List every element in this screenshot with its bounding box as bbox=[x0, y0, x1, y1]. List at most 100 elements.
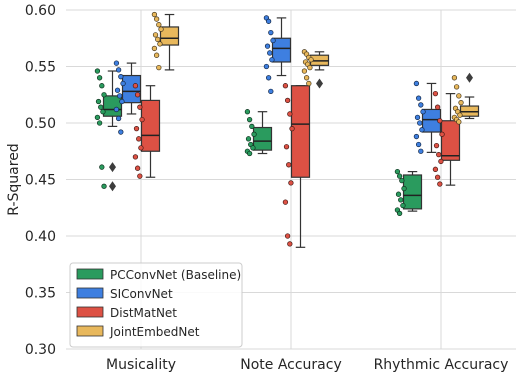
box-distmatnet-0 bbox=[132, 83, 161, 179]
y-tick-label: 0.55 bbox=[25, 60, 56, 76]
y-tick-label: 0.50 bbox=[25, 116, 56, 132]
x-tick-labels: Musicality Note Accuracy Rhythmic Accuracy bbox=[106, 357, 508, 373]
y-axis-label: R-Squared bbox=[6, 143, 22, 215]
data-point bbox=[433, 142, 440, 149]
box-siconvnet-2 bbox=[413, 80, 442, 154]
data-point bbox=[158, 26, 164, 32]
data-point bbox=[287, 111, 293, 117]
data-point bbox=[151, 11, 158, 18]
data-point bbox=[94, 114, 101, 120]
data-point bbox=[134, 165, 141, 171]
data-point bbox=[137, 104, 143, 110]
data-point bbox=[396, 210, 403, 217]
data-point bbox=[118, 129, 124, 135]
box-pcconvnet-baseline--2 bbox=[394, 168, 423, 217]
box-jointembednet-0 bbox=[151, 11, 180, 71]
data-point bbox=[438, 158, 444, 165]
y-tick-label: 0.30 bbox=[25, 342, 56, 358]
box-body bbox=[121, 74, 142, 104]
data-point bbox=[120, 80, 126, 87]
legend-label: PCConvNet (Baseline) bbox=[110, 268, 241, 282]
data-point bbox=[432, 166, 439, 172]
y-tick-label: 0.45 bbox=[25, 173, 56, 189]
data-point bbox=[288, 180, 294, 186]
data-point bbox=[246, 150, 253, 157]
data-point bbox=[96, 120, 103, 126]
data-point bbox=[119, 98, 125, 105]
data-point bbox=[100, 109, 106, 115]
legend-box bbox=[69, 262, 243, 348]
box-jointembednet-1 bbox=[301, 49, 330, 89]
data-point bbox=[99, 164, 105, 170]
data-point bbox=[156, 22, 162, 28]
data-point bbox=[301, 68, 308, 74]
box-jointembednet-2 bbox=[451, 72, 480, 125]
data-point bbox=[265, 18, 272, 24]
data-point bbox=[115, 67, 122, 73]
x-tick-label: Note Accuracy bbox=[240, 357, 342, 373]
data-point bbox=[400, 202, 406, 209]
data-point bbox=[138, 145, 144, 151]
data-point bbox=[268, 88, 274, 95]
legend-swatch bbox=[76, 287, 104, 299]
data-point bbox=[113, 60, 120, 66]
data-point bbox=[419, 127, 425, 133]
data-point bbox=[418, 148, 424, 154]
data-point bbox=[151, 45, 158, 52]
data-point bbox=[268, 29, 274, 36]
data-point bbox=[99, 83, 105, 89]
data-point bbox=[399, 177, 405, 184]
box-distmatnet-1 bbox=[282, 83, 311, 248]
box-body bbox=[271, 37, 292, 63]
data-point bbox=[286, 162, 292, 168]
data-point bbox=[434, 174, 441, 180]
data-point bbox=[417, 120, 423, 126]
x-tick-label: Musicality bbox=[106, 357, 176, 373]
data-point bbox=[251, 131, 257, 137]
outlier-marker bbox=[466, 72, 473, 83]
data-point bbox=[432, 90, 439, 97]
data-point bbox=[398, 197, 404, 203]
box-body bbox=[102, 95, 123, 117]
legend-swatch bbox=[76, 306, 104, 318]
data-point bbox=[113, 106, 120, 113]
data-point bbox=[95, 98, 102, 105]
data-point bbox=[101, 92, 107, 98]
data-point bbox=[117, 93, 123, 99]
data-point bbox=[284, 233, 291, 239]
data-point bbox=[156, 64, 162, 71]
legend: PCConvNet (Baseline) SIConvNet DistMatNet J… bbox=[69, 262, 243, 348]
data-point bbox=[413, 80, 420, 87]
data-point bbox=[152, 32, 159, 38]
data-point bbox=[132, 154, 139, 160]
outlier-marker bbox=[109, 162, 116, 173]
data-point bbox=[303, 75, 310, 81]
data-point bbox=[439, 131, 445, 137]
box-body bbox=[140, 99, 161, 152]
data-point bbox=[133, 125, 140, 132]
box-body bbox=[290, 85, 311, 178]
outlier-marker bbox=[109, 181, 116, 192]
data-point bbox=[437, 118, 443, 124]
box-body bbox=[159, 26, 180, 46]
data-point bbox=[267, 50, 273, 56]
data-point bbox=[115, 115, 122, 122]
data-point bbox=[244, 109, 251, 115]
data-point bbox=[434, 104, 441, 110]
data-point bbox=[453, 84, 460, 90]
data-point bbox=[437, 181, 443, 187]
data-point bbox=[265, 75, 272, 81]
y-tick-label: 0.40 bbox=[25, 229, 56, 245]
data-point bbox=[414, 114, 421, 120]
data-point bbox=[401, 185, 407, 192]
data-point bbox=[436, 151, 442, 158]
data-point bbox=[420, 109, 426, 115]
data-point bbox=[308, 57, 314, 63]
x-tick-label: Rhythmic Accuracy bbox=[374, 357, 509, 373]
data-point bbox=[263, 63, 270, 70]
data-point bbox=[456, 93, 462, 99]
data-point bbox=[282, 83, 289, 89]
data-point bbox=[456, 119, 462, 125]
data-point bbox=[94, 68, 101, 74]
